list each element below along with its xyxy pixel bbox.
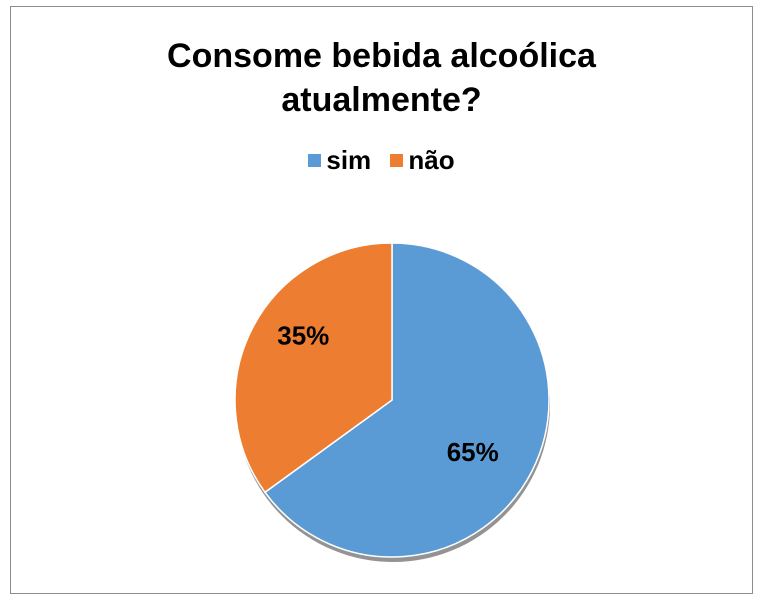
chart-title-line-1: Consome bebida alcoólica [167,37,596,75]
legend-item-nao: não [390,145,455,176]
legend-item-sim: sim [308,145,371,176]
legend-swatch-nao [390,154,404,167]
legend-swatch-sim [308,154,322,167]
pie-slice-nao [234,242,393,494]
data-label-nao: 35% [277,321,329,351]
chart-title-line-2: atualmente? [281,81,482,119]
data-label-sim: 65% [447,437,499,467]
pie-slice-sim [263,242,550,558]
legend-label-nao: não [408,145,455,175]
legend-label-sim: sim [326,145,372,175]
chart-legend: sim não [11,145,752,176]
